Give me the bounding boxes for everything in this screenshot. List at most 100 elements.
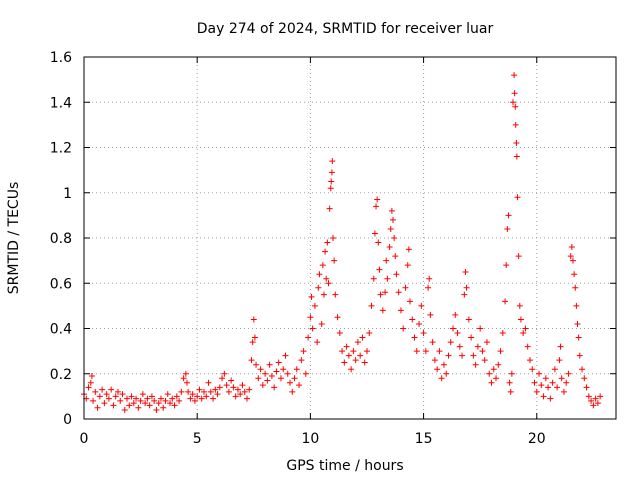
data-point (506, 379, 513, 386)
data-point (440, 361, 447, 368)
data-point (275, 359, 282, 366)
data-point (112, 393, 119, 400)
data-point (560, 388, 567, 395)
data-point (345, 352, 352, 359)
data-point (316, 271, 323, 278)
data-point (461, 291, 468, 298)
data-point (572, 284, 579, 291)
data-point (529, 366, 536, 373)
data-point (124, 395, 131, 402)
data-point (590, 402, 597, 409)
data-point (542, 375, 549, 382)
data-point (105, 395, 112, 402)
y-tick-label: 1.2 (50, 141, 72, 157)
data-point (191, 397, 198, 404)
data-point (311, 302, 318, 309)
x-tick-label: 10 (301, 431, 319, 447)
data-point (545, 384, 552, 391)
data-point (234, 386, 241, 393)
data-point (594, 400, 601, 407)
data-point (377, 291, 384, 298)
data-point (255, 375, 262, 382)
data-point (330, 235, 337, 241)
axis-ticks (83, 56, 616, 420)
data-point (326, 205, 333, 212)
y-tick-label: 1 (63, 186, 72, 202)
data-point (228, 377, 235, 384)
data-point (130, 400, 137, 407)
data-point (128, 393, 135, 400)
data-point (117, 397, 124, 404)
data-point (259, 382, 266, 389)
data-point (162, 397, 169, 404)
data-point (155, 400, 162, 407)
data-point (558, 375, 565, 382)
data-point (497, 348, 504, 355)
data-point (431, 357, 438, 364)
data-point (350, 348, 357, 355)
data-point (504, 225, 511, 232)
data-point (565, 370, 572, 377)
x-axis-label: GPS time / hours (286, 458, 403, 474)
data-point (320, 291, 327, 298)
data-point (361, 359, 368, 366)
data-point (239, 382, 246, 389)
data-point (490, 366, 497, 373)
data-point (513, 153, 520, 160)
data-point (287, 379, 294, 386)
data-point (531, 379, 538, 386)
data-point (575, 334, 582, 341)
data-point (194, 393, 201, 400)
data-point (241, 388, 248, 395)
data-point (388, 207, 395, 214)
data-point (422, 348, 429, 355)
data-point (87, 379, 94, 386)
data-point (296, 382, 303, 389)
data-point (271, 384, 278, 391)
data-point (164, 391, 171, 398)
data-point (574, 320, 581, 327)
data-point (148, 393, 155, 400)
data-point (416, 320, 423, 327)
data-point (223, 382, 230, 389)
grid-lines (84, 57, 616, 419)
data-point (196, 386, 203, 393)
data-point (477, 325, 484, 332)
y-tick-label: 1.4 (50, 95, 72, 111)
data-point (392, 253, 399, 260)
data-point (493, 375, 500, 382)
data-point (92, 388, 99, 395)
data-point (110, 402, 117, 409)
data-point (336, 330, 343, 337)
data-point (554, 384, 561, 391)
data-point (305, 334, 312, 341)
data-point (103, 391, 110, 398)
data-point (273, 368, 280, 375)
data-point (395, 289, 402, 296)
data-point (538, 382, 545, 389)
data-point (289, 388, 296, 395)
data-point (597, 393, 604, 400)
data-point (427, 311, 434, 318)
data-point (507, 388, 514, 395)
data-point (557, 343, 564, 350)
data-point (180, 375, 187, 382)
data-point (253, 361, 260, 368)
data-point (583, 384, 590, 391)
data-point (354, 339, 361, 346)
data-point (445, 352, 452, 359)
data-point (137, 397, 144, 404)
data-point (495, 361, 502, 368)
data-point (524, 343, 531, 350)
data-point (397, 307, 404, 314)
data-point (339, 348, 346, 355)
data-point (515, 253, 522, 260)
data-point (293, 366, 300, 373)
data-point (324, 239, 331, 246)
data-point (382, 289, 389, 296)
data-point (363, 348, 370, 355)
data-point (309, 325, 316, 332)
data-point (221, 370, 228, 377)
data-point (315, 284, 322, 291)
data-point (514, 194, 521, 201)
